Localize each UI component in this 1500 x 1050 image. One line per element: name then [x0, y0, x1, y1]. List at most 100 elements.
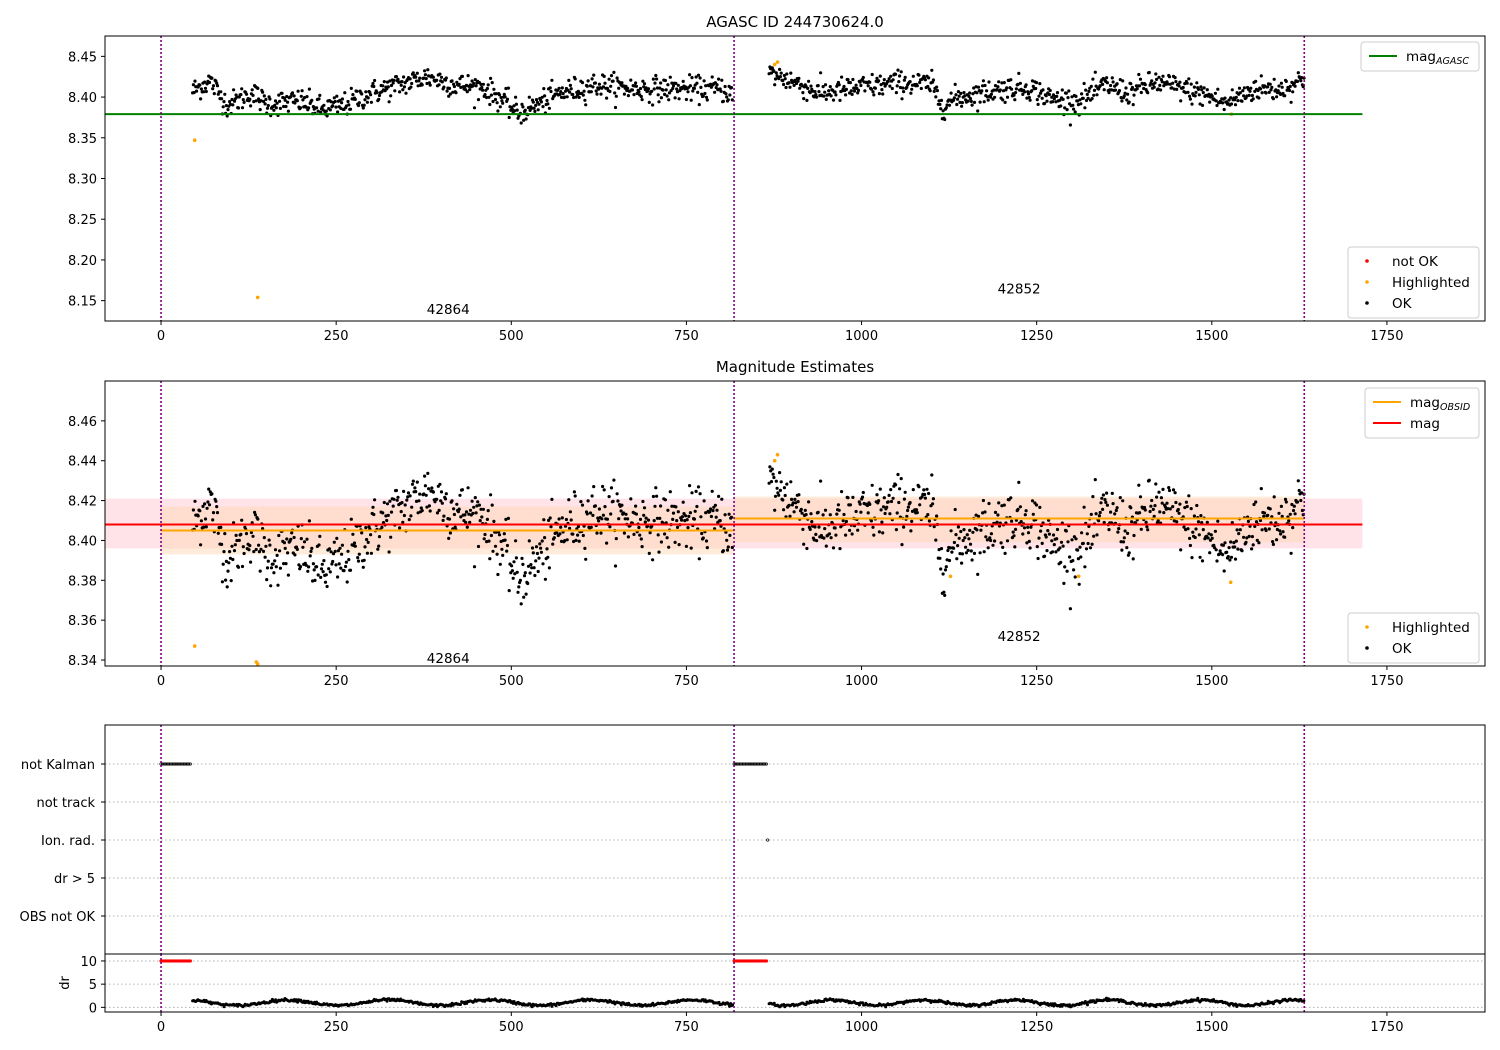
ok-point — [1010, 519, 1014, 523]
ok-point — [315, 106, 319, 110]
ok-point — [982, 100, 986, 104]
x-tick-label: 750 — [674, 329, 699, 344]
legend-point-swatch — [1365, 301, 1369, 305]
ok-point — [1043, 554, 1047, 558]
ok-point — [1152, 85, 1156, 89]
ok-point — [803, 508, 807, 512]
ok-point — [823, 83, 828, 87]
ok-point — [389, 510, 394, 514]
ok-point — [353, 97, 357, 101]
ok-point — [1126, 92, 1130, 96]
ok-point — [588, 511, 593, 515]
ok-point — [1271, 97, 1275, 101]
ok-point — [377, 535, 382, 539]
ok-point — [1159, 88, 1163, 92]
ok-point — [634, 81, 638, 85]
ok-point — [1287, 88, 1292, 93]
ok-point — [505, 543, 510, 548]
ok-point — [380, 525, 384, 530]
ok-point — [967, 537, 971, 541]
ok-point — [317, 97, 321, 101]
ok-point — [1188, 94, 1192, 98]
ok-point — [240, 564, 245, 569]
ok-point — [1066, 96, 1070, 100]
ok-point — [1201, 528, 1205, 532]
ok-point — [204, 89, 208, 94]
agasc-panel-title: AGASC ID 244730624.0 — [706, 13, 884, 31]
ok-point — [1245, 536, 1249, 540]
ok-point — [927, 519, 932, 523]
ok-point — [339, 106, 343, 110]
ok-point — [1072, 107, 1076, 111]
ok-point — [489, 533, 493, 538]
ok-point — [677, 97, 681, 101]
ok-point — [317, 543, 321, 547]
ok-point — [657, 550, 661, 554]
ok-point — [807, 79, 811, 83]
ok-point — [1120, 548, 1124, 552]
ok-point — [473, 496, 477, 500]
ok-point — [526, 106, 531, 110]
ok-point — [1275, 95, 1279, 99]
ok-point — [542, 87, 546, 91]
ok-point — [494, 92, 498, 96]
ok-point — [1095, 533, 1099, 537]
ok-point — [552, 536, 556, 540]
ok-point — [1001, 545, 1005, 550]
ok-point — [1092, 93, 1096, 97]
ok-point — [392, 497, 396, 501]
ok-point — [956, 97, 960, 101]
ok-point — [868, 80, 872, 84]
ok-point — [1101, 507, 1105, 511]
ok-point — [551, 542, 555, 546]
ok-point — [686, 526, 690, 530]
ok-point — [1276, 89, 1280, 93]
ok-point — [247, 548, 251, 552]
ok-point — [1044, 94, 1048, 98]
ok-point — [1130, 85, 1134, 90]
ok-point — [1177, 84, 1181, 88]
ok-point — [1117, 527, 1121, 531]
ok-point — [581, 533, 585, 538]
ok-point — [541, 105, 545, 109]
ok-point — [375, 91, 379, 95]
ok-point — [381, 511, 385, 515]
ok-point — [1036, 102, 1040, 106]
ok-point — [949, 529, 953, 533]
ok-point — [199, 87, 203, 91]
ok-point — [909, 91, 913, 95]
ok-point — [932, 89, 936, 93]
ok-point — [278, 566, 282, 570]
ok-point — [205, 82, 209, 86]
ok-point — [1028, 546, 1032, 550]
ok-point — [472, 81, 476, 86]
ok-point — [1058, 546, 1062, 550]
ok-point — [689, 98, 693, 102]
ok-point — [266, 559, 270, 563]
ok-point — [923, 78, 928, 82]
ok-point — [1154, 482, 1158, 486]
ok-point — [385, 80, 390, 84]
ok-point — [957, 94, 961, 98]
ok-point — [319, 575, 323, 580]
ok-point — [725, 95, 729, 99]
ok-point — [675, 519, 679, 523]
ok-point — [1184, 91, 1188, 95]
ok-point — [727, 512, 731, 516]
ok-point — [1090, 542, 1094, 546]
ok-point — [670, 504, 674, 508]
ok-point — [1132, 533, 1136, 538]
ok-point — [1256, 88, 1260, 93]
ok-point — [848, 528, 852, 533]
y-tick-label: 8.35 — [68, 132, 97, 147]
ok-point — [466, 486, 470, 490]
ok-point — [1041, 88, 1045, 92]
ok-point — [630, 88, 635, 92]
ok-point — [223, 532, 227, 536]
ok-point — [457, 82, 461, 86]
ok-point — [1178, 80, 1182, 84]
ok-point — [487, 95, 491, 99]
ok-point — [881, 531, 885, 535]
ok-point — [220, 580, 224, 584]
